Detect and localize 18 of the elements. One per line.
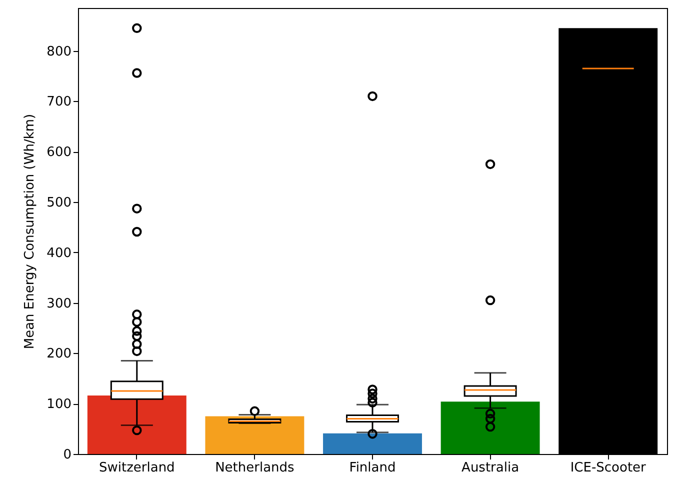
y-tick-label: 700 [46, 94, 72, 110]
bar [323, 433, 422, 454]
x-tick-label: Switzerland [98, 460, 175, 476]
y-tick-label: 400 [46, 246, 72, 261]
y-tick-label: 500 [46, 196, 72, 211]
y-tick-label: 200 [46, 346, 72, 362]
x-tick-label: Australia [462, 460, 520, 476]
y-tick-label: 100 [46, 397, 72, 412]
x-tick-label: Finland [349, 460, 396, 476]
x-tick-label: ICE-Scooter [570, 460, 647, 476]
y-tick-label: 800 [46, 44, 72, 60]
y-axis-title: Mean Energy Consumption (Wh/km) [22, 114, 38, 350]
bar [205, 416, 304, 454]
x-tick-label: Netherlands [215, 460, 295, 476]
y-tick-label: 0 [63, 448, 72, 462]
y-tick-label: 300 [46, 296, 72, 312]
y-tick-label: 600 [46, 145, 72, 160]
bar [440, 402, 540, 454]
